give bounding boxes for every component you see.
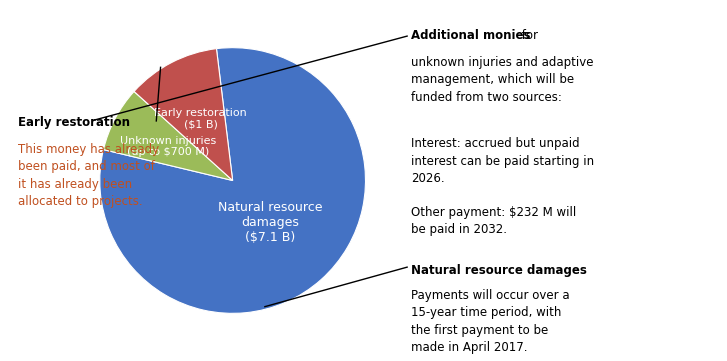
Text: Natural resource
damages
($7.1 B): Natural resource damages ($7.1 B)	[217, 201, 322, 244]
Text: Additional monies: Additional monies	[411, 29, 530, 42]
Wedge shape	[103, 91, 233, 180]
Wedge shape	[100, 48, 366, 313]
Text: for: for	[518, 29, 539, 42]
Text: Unknown injuries
(up to $700 M): Unknown injuries (up to $700 M)	[120, 136, 216, 157]
Text: Early restoration
($1 B): Early restoration ($1 B)	[154, 108, 247, 130]
Wedge shape	[134, 49, 233, 180]
Text: Interest: accrued but unpaid
interest can be paid starting in
2026.: Interest: accrued but unpaid interest ca…	[411, 137, 594, 185]
Text: Other payment: $232 M will
be paid in 2032.: Other payment: $232 M will be paid in 20…	[411, 206, 576, 236]
Text: This money has already
been paid, and most of
it has already been
allocated to p: This money has already been paid, and mo…	[18, 143, 159, 208]
Text: Payments will occur over a
15-year time period, with
the first payment to be
mad: Payments will occur over a 15-year time …	[411, 289, 569, 354]
Text: Natural resource damages: Natural resource damages	[411, 264, 587, 277]
Text: unknown injuries and adaptive
management, which will be
funded from two sources:: unknown injuries and adaptive management…	[411, 56, 593, 104]
Text: Early restoration: Early restoration	[18, 116, 130, 129]
